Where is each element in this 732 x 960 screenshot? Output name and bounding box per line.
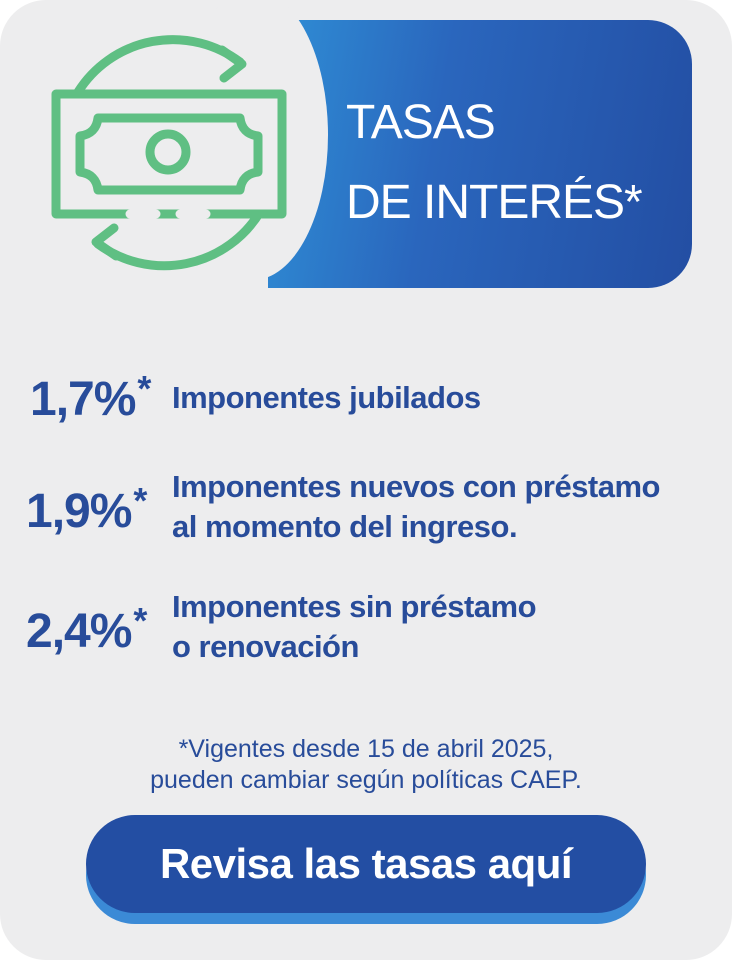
rate-percent: 2,4% (26, 605, 132, 658)
page-title: TASAS DE INTERÉS* (346, 80, 643, 246)
rate-percent: 1,7% (30, 373, 136, 426)
rate-description-3: Imponentes sin préstamo o renovación (172, 587, 537, 667)
rate-description-2: Imponentes nuevos con préstamo al moment… (172, 467, 661, 547)
rate-asterisk: * (133, 600, 147, 641)
footnote: *Vigentes desde 15 de abril 2025, pueden… (0, 734, 732, 796)
rate-description-line: al momento del ingreso. (172, 509, 518, 544)
rate-description-1: Imponentes jubilados (172, 378, 481, 418)
rate-asterisk: * (137, 368, 151, 409)
footnote-line-2: pueden cambiar según políticas CAEP. (150, 766, 582, 794)
footnote-line-1: *Vigentes desde 15 de abril 2025, (178, 735, 554, 763)
rate-description-line: Imponentes jubilados (172, 380, 481, 415)
rate-value-3: 2,4%* (26, 600, 147, 659)
title-line-1: TASAS (346, 96, 496, 149)
rate-description-line: Imponentes nuevos con préstamo (172, 469, 661, 504)
rate-description-line: Imponentes sin préstamo (172, 589, 537, 624)
rate-value-1: 1,7%* (30, 368, 151, 427)
rate-asterisk: * (133, 480, 147, 521)
money-exchange-icon (44, 22, 294, 284)
title-banner (268, 20, 692, 288)
title-line-2: DE INTERÉS* (346, 176, 643, 229)
review-rates-button[interactable]: Revisa las tasas aquí (86, 815, 646, 913)
rate-percent: 1,9% (26, 485, 132, 538)
rate-description-line: o renovación (172, 629, 359, 664)
rate-value-2: 1,9%* (26, 480, 147, 539)
